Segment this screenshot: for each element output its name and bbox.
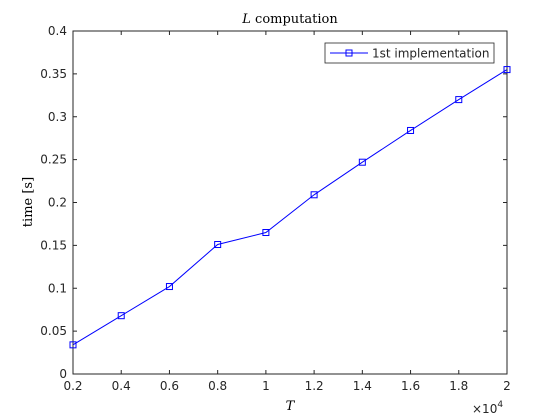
y-axis-label: time [s] xyxy=(21,177,36,227)
plot-area xyxy=(72,30,508,375)
y-tick-label: 0.25 xyxy=(40,153,67,167)
x-tick-label: 0.4 xyxy=(112,379,131,393)
y-tick-label: 0.4 xyxy=(48,24,67,38)
legend-box xyxy=(324,42,495,64)
y-tick-label: 0.3 xyxy=(48,110,67,124)
x-tick-label: 0.6 xyxy=(160,379,179,393)
data-point-marker xyxy=(455,96,463,104)
series-line xyxy=(72,69,508,346)
y-tick-label: 0.35 xyxy=(40,67,67,81)
x-multiplier-base: ×10 xyxy=(472,402,497,416)
x-axis-multiplier: ×104 xyxy=(472,400,503,416)
data-point-marker xyxy=(165,283,173,291)
y-axis: 0 0.05 0.1 0.15 0.2 0.25 0.3 0.35 0.4 xyxy=(40,24,507,381)
x-tick-label: 1.6 xyxy=(401,379,420,393)
x-tick-label: 2 xyxy=(503,379,511,393)
x-tick-label: 1.2 xyxy=(305,379,324,393)
y-tick-label: 0.05 xyxy=(40,324,67,338)
y-tick-label: 0.2 xyxy=(48,196,67,210)
y-axis-label-text: time xyxy=(21,194,36,228)
data-point-marker xyxy=(310,191,318,199)
x-tick-label: 1.4 xyxy=(353,379,372,393)
title-variable: L xyxy=(241,12,251,27)
x-tick-label: 1.8 xyxy=(449,379,468,393)
y-tick-label: 0.1 xyxy=(48,281,67,295)
series-layer xyxy=(69,66,511,349)
x-axis-label: T xyxy=(286,399,296,414)
x-axis: 0.2 0.4 0.6 0.8 1 1.2 1.4 1.6 1.8 2 xyxy=(63,31,511,393)
x-tick-label: 0.8 xyxy=(208,379,227,393)
data-point-marker xyxy=(214,241,222,249)
data-point-marker xyxy=(262,229,270,237)
data-point-marker xyxy=(117,312,125,320)
data-point-marker xyxy=(69,341,77,349)
x-multiplier-exponent: 4 xyxy=(497,400,503,410)
data-point-marker xyxy=(503,66,511,74)
legend: 1st implementation xyxy=(324,42,495,64)
y-tick-label: 0 xyxy=(59,367,67,381)
data-point-marker xyxy=(407,126,415,134)
y-tick-label: 0.15 xyxy=(40,238,67,252)
x-tick-label: 0.2 xyxy=(63,379,82,393)
legend-marker xyxy=(345,49,353,57)
title-text: computation xyxy=(251,12,338,27)
x-tick-label: 1 xyxy=(262,379,270,393)
data-point-marker xyxy=(358,158,366,166)
legend-label: 1st implementation xyxy=(372,47,490,61)
y-axis-label-unit: [s] xyxy=(21,177,36,194)
chart-title: L computation xyxy=(241,12,338,27)
